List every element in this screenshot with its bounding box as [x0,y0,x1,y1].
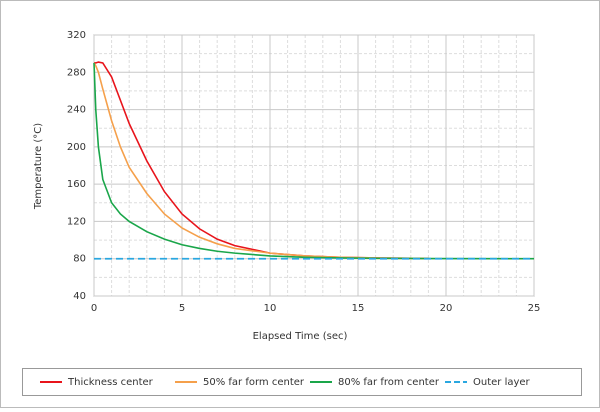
legend-label: 80% far from center [338,377,440,388]
y-axis-label: Temperature (°C) [33,123,44,210]
x-tick-label: 15 [352,303,365,314]
x-tick-label: 25 [528,303,541,314]
legend-label: Outer layer [473,377,531,388]
legend-box [22,368,582,396]
y-tick-label: 320 [67,30,86,41]
y-tick-label: 160 [67,179,86,190]
series-line [93,62,429,260]
legend-label: Thickness center [67,377,154,388]
y-tick-label: 280 [67,67,86,78]
y-tick-label: 40 [73,291,86,302]
y-tick-label: 80 [73,254,86,265]
x-tick-label: 20 [440,303,453,314]
x-tick-label: 0 [91,303,97,314]
x-tick-label: 10 [264,303,277,314]
y-tick-label: 200 [67,142,86,153]
y-tick-label: 240 [67,105,86,116]
x-tick-label: 5 [179,303,185,314]
y-tick-label: 120 [67,216,86,227]
legend-label: 50% far form center [203,377,305,388]
x-axis-label: Elapsed Time (sec) [253,331,348,342]
